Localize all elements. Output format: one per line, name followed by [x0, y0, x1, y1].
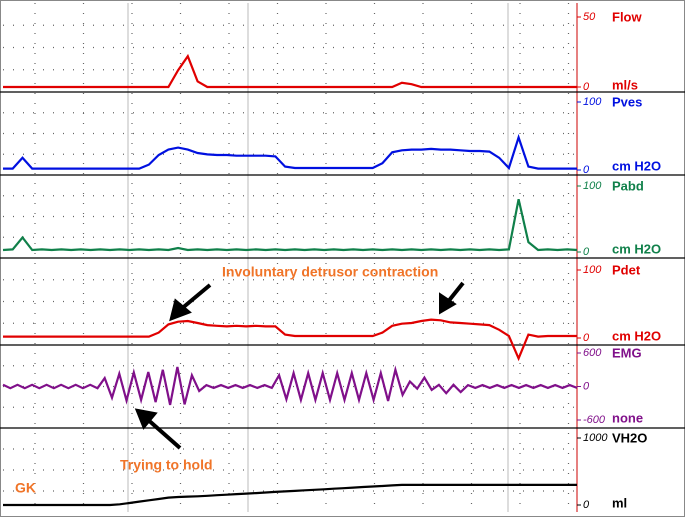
y-tick-label: -600 — [583, 414, 606, 426]
y-tick-label: 1000 — [583, 432, 608, 444]
channel-unit: cm H2O — [612, 158, 661, 173]
arrowhead — [134, 408, 158, 430]
arrows — [134, 281, 465, 450]
channel-title: Pabd — [612, 178, 644, 193]
channel-title: VH2O — [612, 430, 647, 445]
arrowhead — [439, 292, 457, 315]
channel-unit: cm H2O — [612, 328, 661, 343]
channel-unit: none — [612, 410, 643, 425]
trace — [2, 365, 578, 406]
channel-title: Pves — [612, 94, 642, 109]
y-tick-label: 0 — [583, 164, 590, 176]
y-tick-label: 0 — [583, 246, 590, 258]
channel-unit: cm H2O — [612, 241, 661, 256]
annotation: Trying to hold — [120, 457, 213, 473]
trace — [3, 483, 577, 507]
labels: 0 50 Flow ml/s 0 100 Pves cm H2O 0 100 Pabd cm H2O 0… — [15, 9, 661, 510]
y-tick-label: 50 — [583, 11, 596, 23]
traces — [2, 53, 578, 507]
channel-unit: ml/s — [612, 77, 638, 92]
trace — [3, 53, 577, 89]
y-tick-label: 600 — [583, 347, 602, 359]
channel-title: EMG — [612, 345, 642, 360]
arrow — [178, 283, 212, 312]
trace — [2, 198, 578, 252]
channel-unit: ml — [612, 495, 627, 510]
y-tick-label: 0 — [583, 332, 590, 344]
arrow — [144, 416, 182, 450]
arrowhead — [169, 298, 192, 322]
y-tick-label: 100 — [583, 264, 602, 276]
y-tick-label: 0 — [583, 81, 590, 93]
y-tick-label: 0 — [583, 499, 590, 511]
y-tick-label: 100 — [583, 96, 602, 108]
channel-title: Flow — [612, 9, 642, 24]
y-tick-label: 100 — [583, 180, 602, 192]
trace — [3, 318, 577, 362]
y-tick-label: 0 — [583, 380, 590, 392]
channel-title: Pdet — [612, 262, 641, 277]
annotation: GK — [15, 480, 36, 496]
annotation: Involuntary detrusor contraction — [222, 264, 438, 280]
trace — [3, 133, 577, 171]
